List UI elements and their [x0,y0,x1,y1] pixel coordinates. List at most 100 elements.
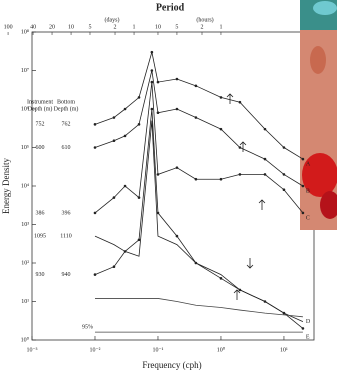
data-point [113,196,116,199]
data-point [239,146,242,149]
y-tick-label: 10¹ [21,299,29,305]
data-point [157,111,160,114]
data-point [195,116,198,119]
data-point [94,212,97,215]
bottom-depth: 396 [62,210,71,216]
data-point [176,108,179,111]
bottom-header: Depth (m) [54,105,79,112]
top-tick-label: 40 [30,24,36,30]
plot-frame [32,32,314,340]
top-tick-label: 1 [133,24,136,30]
confidence-label: 95% [82,324,93,330]
data-point [302,327,305,330]
data-point [195,178,198,181]
data-point [264,300,267,303]
y-tick-label: 10⁸ [21,29,29,35]
y-tick-label: 10⁶ [21,106,29,112]
series-label: D [306,319,311,325]
data-point [124,135,127,138]
instrument-depth: 752 [36,122,45,128]
data-point [94,146,97,149]
data-point [176,166,179,169]
data-point [113,139,116,142]
data-point [138,196,141,199]
data-point [195,262,198,265]
data-point [264,173,267,176]
instrument-depth: 386 [36,210,45,216]
data-point [151,81,154,84]
data-point [220,96,223,99]
data-point [151,51,154,54]
data-point [157,212,160,215]
y-tick-label: 10³ [21,222,29,228]
page: Period (days) (hours) Frequency (cph) En… [0,0,337,375]
hours-label: (hours) [196,16,213,23]
series-label: A [306,161,311,167]
top-tick-label: 5 [88,24,91,30]
y-tick-label: 10⁴ [21,183,29,189]
bottom-header: Bottom [57,99,75,105]
data-point [113,265,116,268]
bottom-depth: 940 [62,272,71,278]
data-point [157,173,160,176]
y-tick-label: 10⁵ [21,145,29,151]
data-point [264,128,267,131]
data-point [239,289,242,292]
top-tick-label: 10 [68,24,74,30]
data-point [151,108,154,111]
series-line [95,109,303,328]
data-point [151,69,154,72]
data-point [195,85,198,88]
data-point [94,273,97,276]
data-point [283,146,286,149]
data-point [176,78,179,81]
y-axis-label: Energy Density [1,157,11,214]
series-line [95,52,303,159]
bottom-depth: 610 [62,145,71,151]
data-point [138,239,141,242]
photo-overlay [300,0,337,230]
data-point [264,158,267,161]
data-point [113,116,116,119]
data-point [283,188,286,191]
instrument-depth: 930 [36,272,45,278]
data-point [302,185,305,188]
top-tick-label: 1 [219,24,222,30]
instrument-header: Instrument [27,99,53,105]
data-point [220,178,223,181]
top-tick-label: 5 [175,24,178,30]
data-point [124,185,127,188]
data-point [138,123,141,126]
data-point [302,212,305,215]
y-tick-label: 10⁷ [21,68,29,74]
chart-title: Period [156,2,185,13]
instrument-header: Depth (m) [28,105,53,112]
days-label: (days) [105,16,120,23]
data-point [157,81,160,84]
chart: Period (days) (hours) Frequency (cph) En… [0,0,337,375]
top-tick-label: 100 [4,24,13,30]
bottom-depth: 1110 [60,233,72,239]
x-tick-label: 10⁻³ [27,347,38,353]
top-tick-label: 20 [49,24,55,30]
data-point [283,312,286,315]
data-point [302,158,305,161]
series-label: C [306,215,310,221]
x-tick-label: 10⁰ [217,346,226,353]
x-tick-label: 10⁻¹ [152,347,163,353]
data-point [220,277,223,280]
data-point [239,101,242,104]
x-tick-label: 10⁻² [90,347,101,353]
top-tick-label: 2 [114,24,117,30]
series-label: B [306,188,310,194]
data-point [220,128,223,131]
top-tick-label: 2 [200,24,203,30]
data-point [239,173,242,176]
top-tick-label: 10 [155,24,161,30]
data-point [124,250,127,253]
data-point [138,96,141,99]
data-point [176,235,179,238]
series-line [95,121,303,322]
arrows [227,94,265,300]
instrument-depth: 600 [36,145,45,151]
